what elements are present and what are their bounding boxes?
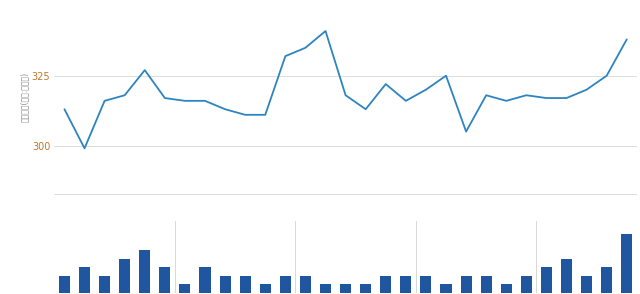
Bar <box>99 276 110 293</box>
Bar <box>500 284 512 293</box>
Bar <box>581 276 592 293</box>
Y-axis label: 거래대금(단위:백만원): 거래대금(단위:백만원) <box>20 72 29 122</box>
Bar <box>340 284 351 293</box>
Bar <box>521 276 532 293</box>
Bar <box>420 276 431 293</box>
Bar <box>59 276 70 293</box>
Bar <box>140 250 150 293</box>
Bar <box>239 276 251 293</box>
Bar <box>260 284 271 293</box>
Bar <box>119 259 130 293</box>
Bar <box>481 276 492 293</box>
Bar <box>79 267 90 293</box>
Bar <box>159 267 170 293</box>
Bar <box>300 276 311 293</box>
Bar <box>320 284 331 293</box>
Bar <box>380 276 391 293</box>
Bar <box>561 259 572 293</box>
Bar <box>621 233 632 293</box>
Bar <box>461 276 472 293</box>
Bar <box>440 284 452 293</box>
Bar <box>401 276 412 293</box>
Bar <box>601 267 612 293</box>
Bar <box>220 276 230 293</box>
Bar <box>360 284 371 293</box>
Bar <box>541 267 552 293</box>
Bar <box>200 267 211 293</box>
Bar <box>179 284 191 293</box>
Bar <box>280 276 291 293</box>
